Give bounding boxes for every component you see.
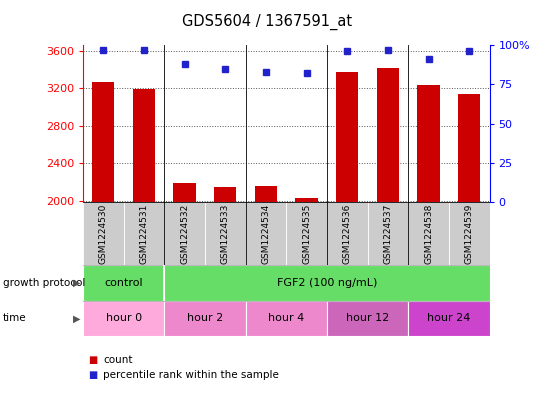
Text: ▶: ▶: [73, 313, 80, 323]
Text: GSM1224535: GSM1224535: [302, 204, 311, 264]
Text: GSM1224537: GSM1224537: [384, 204, 392, 264]
Bar: [92, 82, 114, 202]
Text: FGF2 (100 ng/mL): FGF2 (100 ng/mL): [277, 278, 377, 288]
Text: GSM1224534: GSM1224534: [262, 204, 270, 264]
Bar: [255, 185, 277, 202]
Bar: [295, 198, 318, 202]
Bar: [246, 301, 327, 336]
Bar: [327, 202, 368, 265]
Bar: [124, 202, 164, 265]
Text: GSM1224530: GSM1224530: [99, 204, 108, 264]
Text: GSM1224536: GSM1224536: [343, 204, 351, 264]
Text: GSM1224533: GSM1224533: [221, 204, 230, 264]
Bar: [377, 68, 399, 202]
Bar: [164, 265, 490, 301]
Bar: [173, 183, 196, 202]
Text: percentile rank within the sample: percentile rank within the sample: [103, 370, 279, 380]
Text: GSM1224531: GSM1224531: [140, 204, 148, 264]
Bar: [449, 202, 490, 265]
Bar: [205, 202, 246, 265]
Bar: [83, 265, 164, 301]
Bar: [336, 72, 358, 202]
Text: control: control: [104, 278, 143, 288]
Text: ▶: ▶: [73, 278, 80, 288]
Bar: [408, 202, 449, 265]
Text: GDS5604 / 1367591_at: GDS5604 / 1367591_at: [182, 14, 353, 30]
Bar: [83, 301, 164, 336]
Text: hour 24: hour 24: [427, 313, 471, 323]
Text: hour 0: hour 0: [105, 313, 142, 323]
Text: growth protocol: growth protocol: [3, 278, 85, 288]
Bar: [133, 89, 155, 202]
Text: GSM1224539: GSM1224539: [465, 204, 473, 264]
Bar: [286, 202, 327, 265]
Bar: [408, 301, 490, 336]
Bar: [83, 202, 124, 265]
Bar: [164, 301, 246, 336]
Text: ■: ■: [88, 354, 97, 365]
Text: hour 4: hour 4: [268, 313, 304, 323]
Bar: [368, 202, 408, 265]
Text: GSM1224532: GSM1224532: [180, 204, 189, 264]
Bar: [458, 94, 480, 202]
Bar: [164, 202, 205, 265]
Bar: [214, 187, 236, 202]
Bar: [417, 85, 440, 202]
Text: hour 12: hour 12: [346, 313, 389, 323]
Text: hour 2: hour 2: [187, 313, 223, 323]
Text: GSM1224538: GSM1224538: [424, 204, 433, 264]
Bar: [327, 301, 408, 336]
Text: count: count: [103, 354, 133, 365]
Text: time: time: [3, 313, 26, 323]
Bar: [246, 202, 286, 265]
Text: ■: ■: [88, 370, 97, 380]
